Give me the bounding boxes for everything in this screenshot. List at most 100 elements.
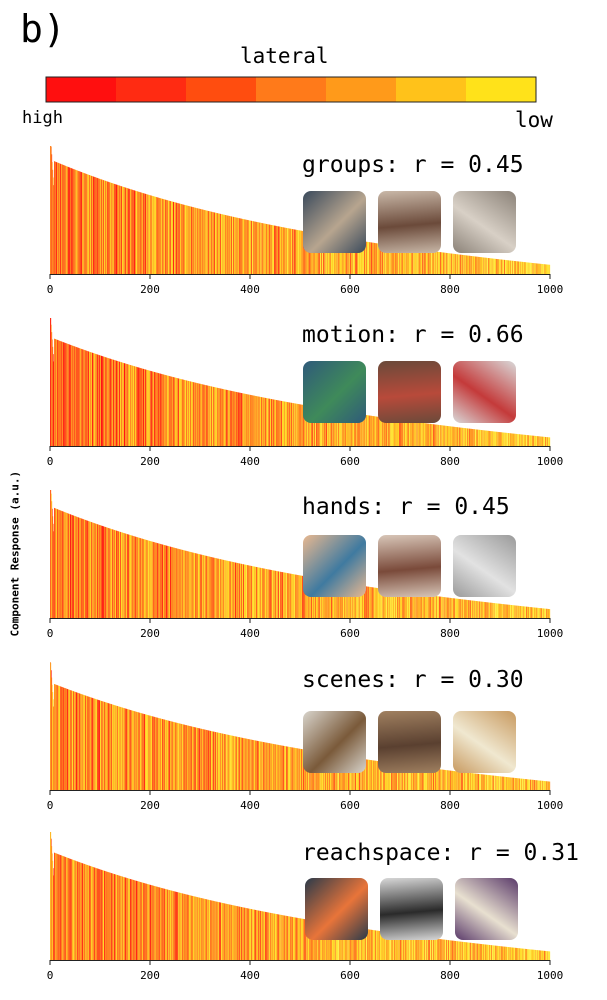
bar (495, 431, 496, 446)
bar (421, 594, 422, 618)
bar (354, 757, 355, 790)
bar (181, 204, 182, 274)
bar (460, 941, 462, 960)
bar (317, 921, 318, 960)
bar (389, 418, 391, 446)
bar (185, 550, 187, 618)
bar (294, 229, 295, 274)
bar (394, 590, 395, 618)
bar (524, 434, 525, 446)
bar (391, 245, 392, 274)
bar (497, 259, 498, 274)
bar (161, 887, 162, 960)
bar (329, 923, 330, 960)
bar (508, 260, 510, 274)
bar (484, 944, 485, 960)
bar (152, 541, 154, 618)
bar (288, 402, 289, 446)
bar (528, 262, 529, 274)
bar (426, 767, 427, 790)
bar (384, 589, 385, 618)
bar (505, 432, 507, 446)
bar (96, 177, 98, 274)
bar (239, 392, 241, 446)
bar (478, 773, 479, 790)
bar (368, 759, 369, 790)
bar (245, 907, 247, 960)
bar (526, 779, 528, 790)
bar (293, 229, 295, 274)
bar (496, 775, 497, 790)
bar (470, 428, 472, 446)
bar (150, 541, 151, 618)
bar (324, 408, 326, 446)
bar (532, 607, 534, 618)
bar (538, 263, 539, 274)
bar (260, 910, 262, 960)
bar (315, 406, 316, 446)
bar (507, 777, 509, 790)
bar (294, 403, 295, 446)
bar (345, 411, 347, 446)
bar (300, 575, 301, 618)
bar (77, 861, 79, 960)
bar (502, 946, 503, 960)
bar (216, 558, 217, 618)
bar (405, 420, 407, 446)
bar (81, 518, 82, 618)
bar (67, 166, 69, 274)
bar (225, 734, 226, 790)
bar (508, 604, 509, 618)
bar (476, 943, 478, 960)
bar (531, 607, 533, 618)
bar (93, 698, 94, 790)
bar (228, 390, 229, 446)
bar (253, 566, 254, 618)
bar (190, 895, 191, 960)
bar (432, 424, 434, 446)
bar (287, 228, 288, 274)
bar (432, 938, 433, 960)
bar (174, 377, 176, 446)
bar (449, 940, 451, 960)
bar (349, 583, 350, 618)
bar (522, 778, 523, 790)
bar (437, 769, 438, 790)
bar (369, 415, 371, 446)
bar (252, 566, 253, 618)
bar (255, 740, 256, 790)
bar (88, 351, 89, 446)
bar (300, 748, 301, 790)
bar (401, 934, 403, 960)
bar (271, 570, 272, 618)
bar (404, 934, 406, 960)
bar (469, 772, 471, 790)
bar (158, 887, 160, 960)
bar (116, 184, 118, 274)
bar (176, 891, 178, 960)
bar (58, 685, 60, 790)
bar (516, 433, 518, 446)
x-tick-label: 800 (440, 455, 460, 468)
bar (288, 916, 290, 960)
bar (142, 193, 144, 274)
bar (274, 225, 275, 274)
bar (90, 866, 92, 960)
bar (425, 767, 426, 790)
bar (541, 608, 542, 618)
bar (474, 773, 475, 790)
bar (235, 736, 237, 790)
bar (80, 171, 81, 274)
bar (292, 229, 294, 274)
bar (174, 547, 175, 618)
bar (199, 728, 200, 790)
bar (324, 234, 326, 274)
bar (155, 372, 157, 446)
bar (535, 263, 537, 274)
bar (95, 698, 96, 790)
bar (127, 709, 129, 790)
bar (196, 207, 197, 274)
bar (430, 423, 431, 446)
bar (121, 532, 122, 618)
bar (408, 421, 410, 446)
